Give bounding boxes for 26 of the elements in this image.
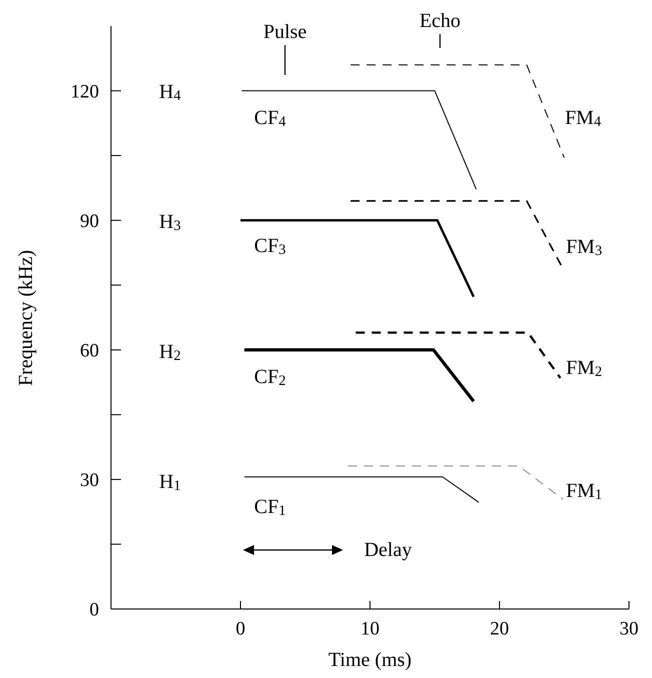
y-tick-label: 0 (90, 600, 99, 621)
annotation: CF$_{3}$ (254, 235, 286, 258)
annotation: CF$_{1}$ (254, 496, 286, 520)
annotation: H$_{1}$ (159, 471, 181, 494)
annotation: FM$_{3}$ (566, 236, 602, 260)
x-tick-label: 10 (360, 618, 380, 640)
y-tick-label: 30 (80, 470, 99, 492)
annotation: FM$_{1}$ (566, 480, 602, 504)
annotation: H$_{4}$ (159, 81, 181, 104)
annotation: Delay (364, 539, 412, 561)
annotation: FM$_{4}$ (564, 107, 602, 130)
y-tick-label: 90 (80, 211, 99, 232)
x-tick-label: 20 (490, 618, 509, 640)
annotation: H$_{3}$ (159, 211, 181, 234)
annotation: Pulse (263, 21, 307, 43)
annotation: CF$_{2}$ (254, 366, 286, 390)
x-tick-label: 0 (236, 618, 246, 640)
x-tick-label: 30 (620, 618, 638, 640)
x-axis-title: Time (ms) (328, 649, 412, 671)
annotation: CF$_{4}$ (254, 107, 286, 130)
annotation: FM$_{2}$ (566, 357, 602, 380)
y-tick-label: 120 (70, 82, 99, 103)
annotation: H$_{2}$ (159, 341, 181, 364)
annotation: Echo (419, 10, 461, 32)
y-tick-label: 60 (80, 340, 99, 362)
y-axis-title: Frequency (kHz) (15, 250, 37, 386)
